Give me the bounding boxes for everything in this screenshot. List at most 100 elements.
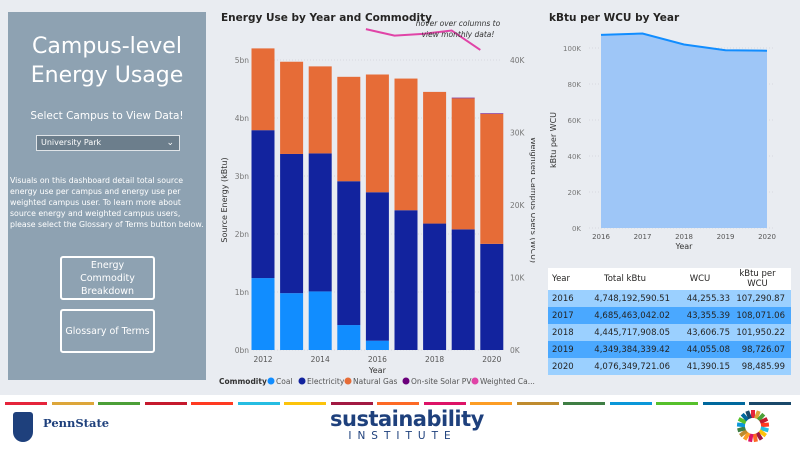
sdg-color-segment — [609, 402, 652, 405]
x-tick-label: 2014 — [311, 355, 330, 364]
bar-natural-gas — [394, 78, 418, 211]
table-cell: 2019 — [552, 344, 574, 355]
col-year[interactable]: Year — [552, 274, 570, 284]
sdg-color-segment — [377, 402, 419, 405]
table-cell: 2016 — [552, 293, 574, 304]
sdg-wheel-segment — [759, 417, 769, 425]
legend-item: Weighted Ca... — [480, 377, 535, 386]
x-tick-label: 2012 — [253, 355, 272, 364]
sdg-wheel-segment — [755, 431, 764, 441]
table-row[interactable]: 2019 4,349,384,339.42 44,055.08 98,726.07 — [548, 341, 791, 358]
area-line — [600, 32, 768, 52]
pennstate-wordmark: PennState — [43, 416, 110, 430]
table-cell: 108,071.06 — [736, 310, 785, 321]
table-row[interactable]: 2016 4,748,192,590.51 44,255.33 107,290.87 — [548, 290, 791, 307]
x-tick-label: 2016 — [368, 355, 387, 364]
energy-chart-title: Energy Use by Year and Commodity — [221, 12, 432, 24]
sdg-color-segment — [284, 402, 326, 405]
table-cell: 4,349,384,339.42 — [594, 344, 670, 355]
y-tick-label: 0bn — [235, 346, 250, 355]
y-axis-title: Source Energy (kBtu) — [220, 157, 229, 242]
table-cell: 107,290.87 — [736, 293, 785, 304]
energy-chart-panel: Energy Use by Year and Commodity 0bn 1bn 2… — [215, 10, 535, 390]
y-tick-label: 2bn — [235, 230, 250, 239]
y-axis-title: kBtu per WCU — [549, 112, 558, 168]
x-tick-label: 2016 — [592, 233, 610, 241]
table-cell: 41,390.15 — [686, 361, 730, 372]
sdg-color-segment — [423, 402, 466, 405]
kbtu-area-chart[interactable]: 0K 20K 40K 60K 80K 100K 2016 2017 2018 2019 2020 Ye… — [545, 10, 795, 255]
legend-marker — [267, 377, 275, 385]
x-tick-label: 2018 — [425, 355, 444, 364]
sdg-wheel-segment — [760, 426, 769, 433]
bar-electricity — [451, 229, 475, 350]
legend-title: Commodity — [219, 377, 267, 386]
table-cell: 43,606.75 — [686, 327, 730, 338]
legend-marker — [344, 377, 352, 385]
bar-natural-gas — [451, 98, 475, 230]
bar-natural-gas — [423, 91, 447, 224]
y-tick-label: 4bn — [235, 114, 250, 123]
sdg-wheel-segment — [740, 412, 750, 422]
y-tick-label: 0K — [572, 225, 581, 233]
sdg-wheel-segment — [760, 422, 770, 428]
y2-tick-label: 40K — [510, 56, 526, 65]
annotation-line1: hover over columns to — [416, 19, 501, 28]
sdg-wheel-segment — [758, 429, 767, 438]
sdg-color-segment — [237, 402, 280, 405]
y2-tick-label: 30K — [510, 129, 526, 138]
legend-item: On-site Solar PV — [411, 377, 472, 386]
col-kbtu-per-wcu[interactable]: kBtu per WCU — [739, 269, 776, 289]
glossary-of-terms-button[interactable]: Glossary of Terms — [60, 309, 155, 353]
x-tick-label: 2020 — [758, 233, 776, 241]
sdg-wheel-segment — [739, 429, 748, 438]
y2-tick-label: 0K — [510, 346, 521, 355]
y2-tick-label: 20K — [510, 201, 526, 210]
sdg-color-segment — [470, 402, 512, 405]
y-tick-label: 80K — [568, 81, 582, 89]
sdg-wheel-segment — [752, 433, 758, 443]
campus-selected: University Park — [41, 138, 102, 147]
table-row[interactable]: 2018 4,445,717,908.05 43,606.75 101,950.22 — [548, 324, 791, 341]
bar-electricity — [365, 192, 389, 341]
sdg-color-segment — [516, 402, 559, 405]
sdg-wheel-segment — [737, 417, 747, 425]
bar-coal — [365, 340, 389, 350]
table-row[interactable]: 2020 4,076,349,721.06 41,390.15 98,485.99 — [548, 358, 791, 375]
chevron-down-icon: ⌄ — [166, 138, 174, 148]
si-main: sustainability — [330, 407, 484, 431]
legend-marker — [471, 377, 479, 385]
sdg-color-segment — [98, 402, 140, 405]
bar-on-site-solar-pv — [480, 113, 504, 114]
table-cell: 98,485.99 — [741, 361, 785, 372]
x-axis-title: Year — [368, 366, 387, 375]
bar-coal — [280, 293, 304, 350]
col-total-kbtu[interactable]: Total kBtu — [603, 274, 647, 284]
table-cell: 43,355.39 — [686, 310, 730, 321]
legend-item: Electricity — [307, 377, 345, 386]
y-tick-label: 5bn — [235, 56, 250, 65]
bar-natural-gas — [365, 74, 389, 193]
energy-commodity-breakdown-button[interactable]: Energy Commodity Breakdown — [60, 256, 155, 300]
table-cell: 4,748,192,590.51 — [594, 293, 670, 304]
sdg-wheel-segment — [756, 412, 766, 422]
bar-natural-gas — [480, 113, 504, 244]
table-cell: 2017 — [552, 310, 574, 321]
pennstate-shield-logo — [13, 412, 33, 442]
legend-marker — [402, 377, 410, 385]
energy-chart[interactable]: 0bn 1bn 2bn 3bn 4bn 5bn 0K 10K 20K 30K 40K 2012 2014… — [215, 10, 535, 390]
y-tick-label: 3bn — [235, 172, 250, 181]
area-fill — [601, 33, 767, 228]
x-tick-label: 2017 — [634, 233, 652, 241]
col-wcu[interactable]: WCU — [689, 274, 711, 284]
sdg-color-segment — [5, 402, 47, 405]
sdg-color-segment — [330, 402, 373, 405]
campus-dropdown[interactable]: University Park ⌄ — [36, 135, 180, 151]
x-tick-label: 2019 — [717, 233, 735, 241]
table-cell: 2018 — [552, 327, 574, 338]
data-table: Year Total kBtu WCU kBtu per WCU 2016 4,7… — [548, 268, 791, 375]
bar-electricity — [308, 153, 332, 292]
table-row[interactable]: 2017 4,685,463,042.02 43,355.39 108,071.06 — [548, 307, 791, 324]
sdg-color-segment — [191, 402, 233, 405]
kbtu-per-wcu-panel: kBtu per WCU by Year 0K 20K 40K 60K 80K 100K 2… — [545, 10, 795, 255]
